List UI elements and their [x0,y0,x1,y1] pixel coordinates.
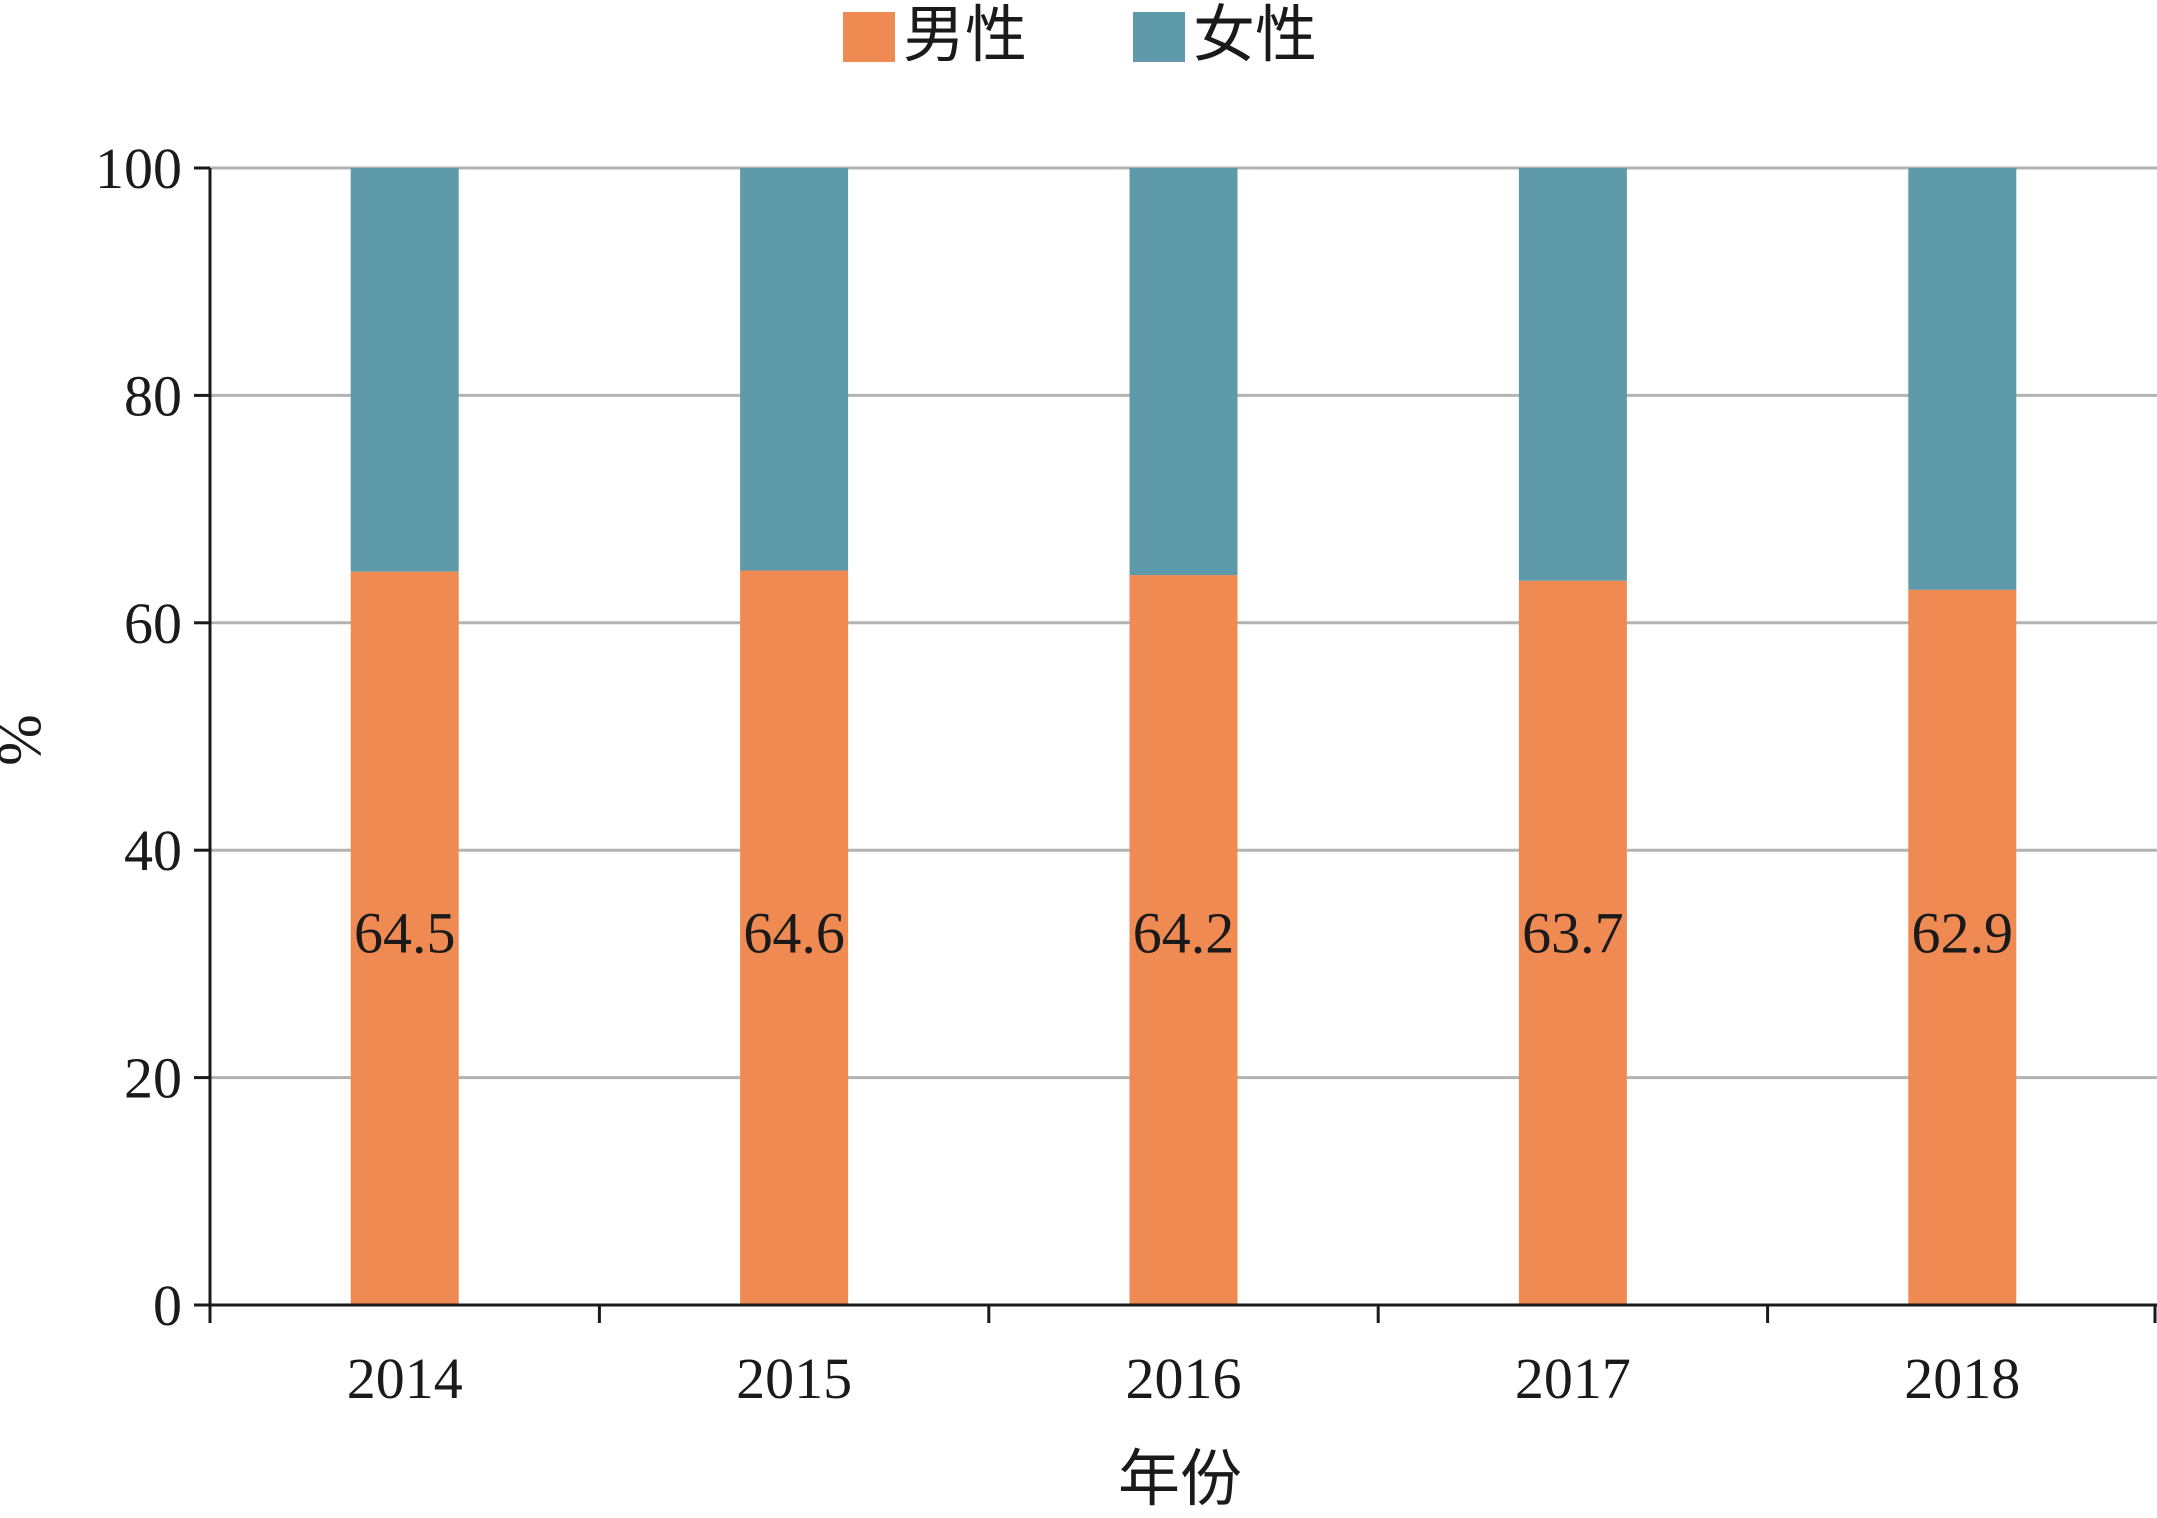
data-label: 37.1 [1912,0,2014,5]
y-tick-label: 0 [153,1273,182,1338]
data-label: 64.6 [743,901,845,966]
bar-segment-female [350,168,459,572]
x-axis-title: 年份 [1118,1446,1242,1513]
data-label: 64.5 [354,901,456,966]
bar-segment-male [740,570,849,1305]
y-tick-label: 40 [124,818,182,883]
bar-segment-male [350,571,459,1305]
legend-swatch [1133,12,1185,62]
bar-segment-female [740,168,849,571]
bar-segment-male [1908,589,2017,1305]
bar-segment-female [1518,168,1627,581]
x-tick-label: 2017 [1515,1346,1631,1411]
legend: 男性 女性 [843,2,1317,70]
bar-segment-female [1129,168,1238,576]
axes: 0 20 40 60 80 100 2014 2015 2016 2017 2018 [95,136,2157,1411]
data-label: 36.3 [1522,0,1624,1]
bar-segment-male [1129,575,1238,1305]
y-tick-label: 80 [124,363,182,428]
data-label: 62.9 [1912,901,2014,966]
data-label: 64.2 [1133,901,1235,966]
data-label: 63.7 [1522,901,1624,966]
x-tick-label: 2018 [1904,1346,2020,1411]
y-tick-label: 100 [95,136,182,201]
x-tick-label: 2014 [347,1346,463,1411]
y-tick-label: 20 [124,1046,182,1111]
legend-swatch [843,12,895,62]
bar-segment-female [1908,168,2017,590]
y-axis-title: % [0,714,54,766]
bar-segment-male [1518,580,1627,1305]
bars [350,168,2017,1305]
legend-label: 女性 [1193,2,1317,70]
x-tick-label: 2016 [1126,1346,1242,1411]
data-labels: 64.535.564.635.464.235.863.736.362.937.1 [354,0,2013,966]
legend-label: 男性 [903,2,1027,70]
y-tick-label: 60 [124,591,182,656]
x-tick-label: 2015 [736,1346,852,1411]
